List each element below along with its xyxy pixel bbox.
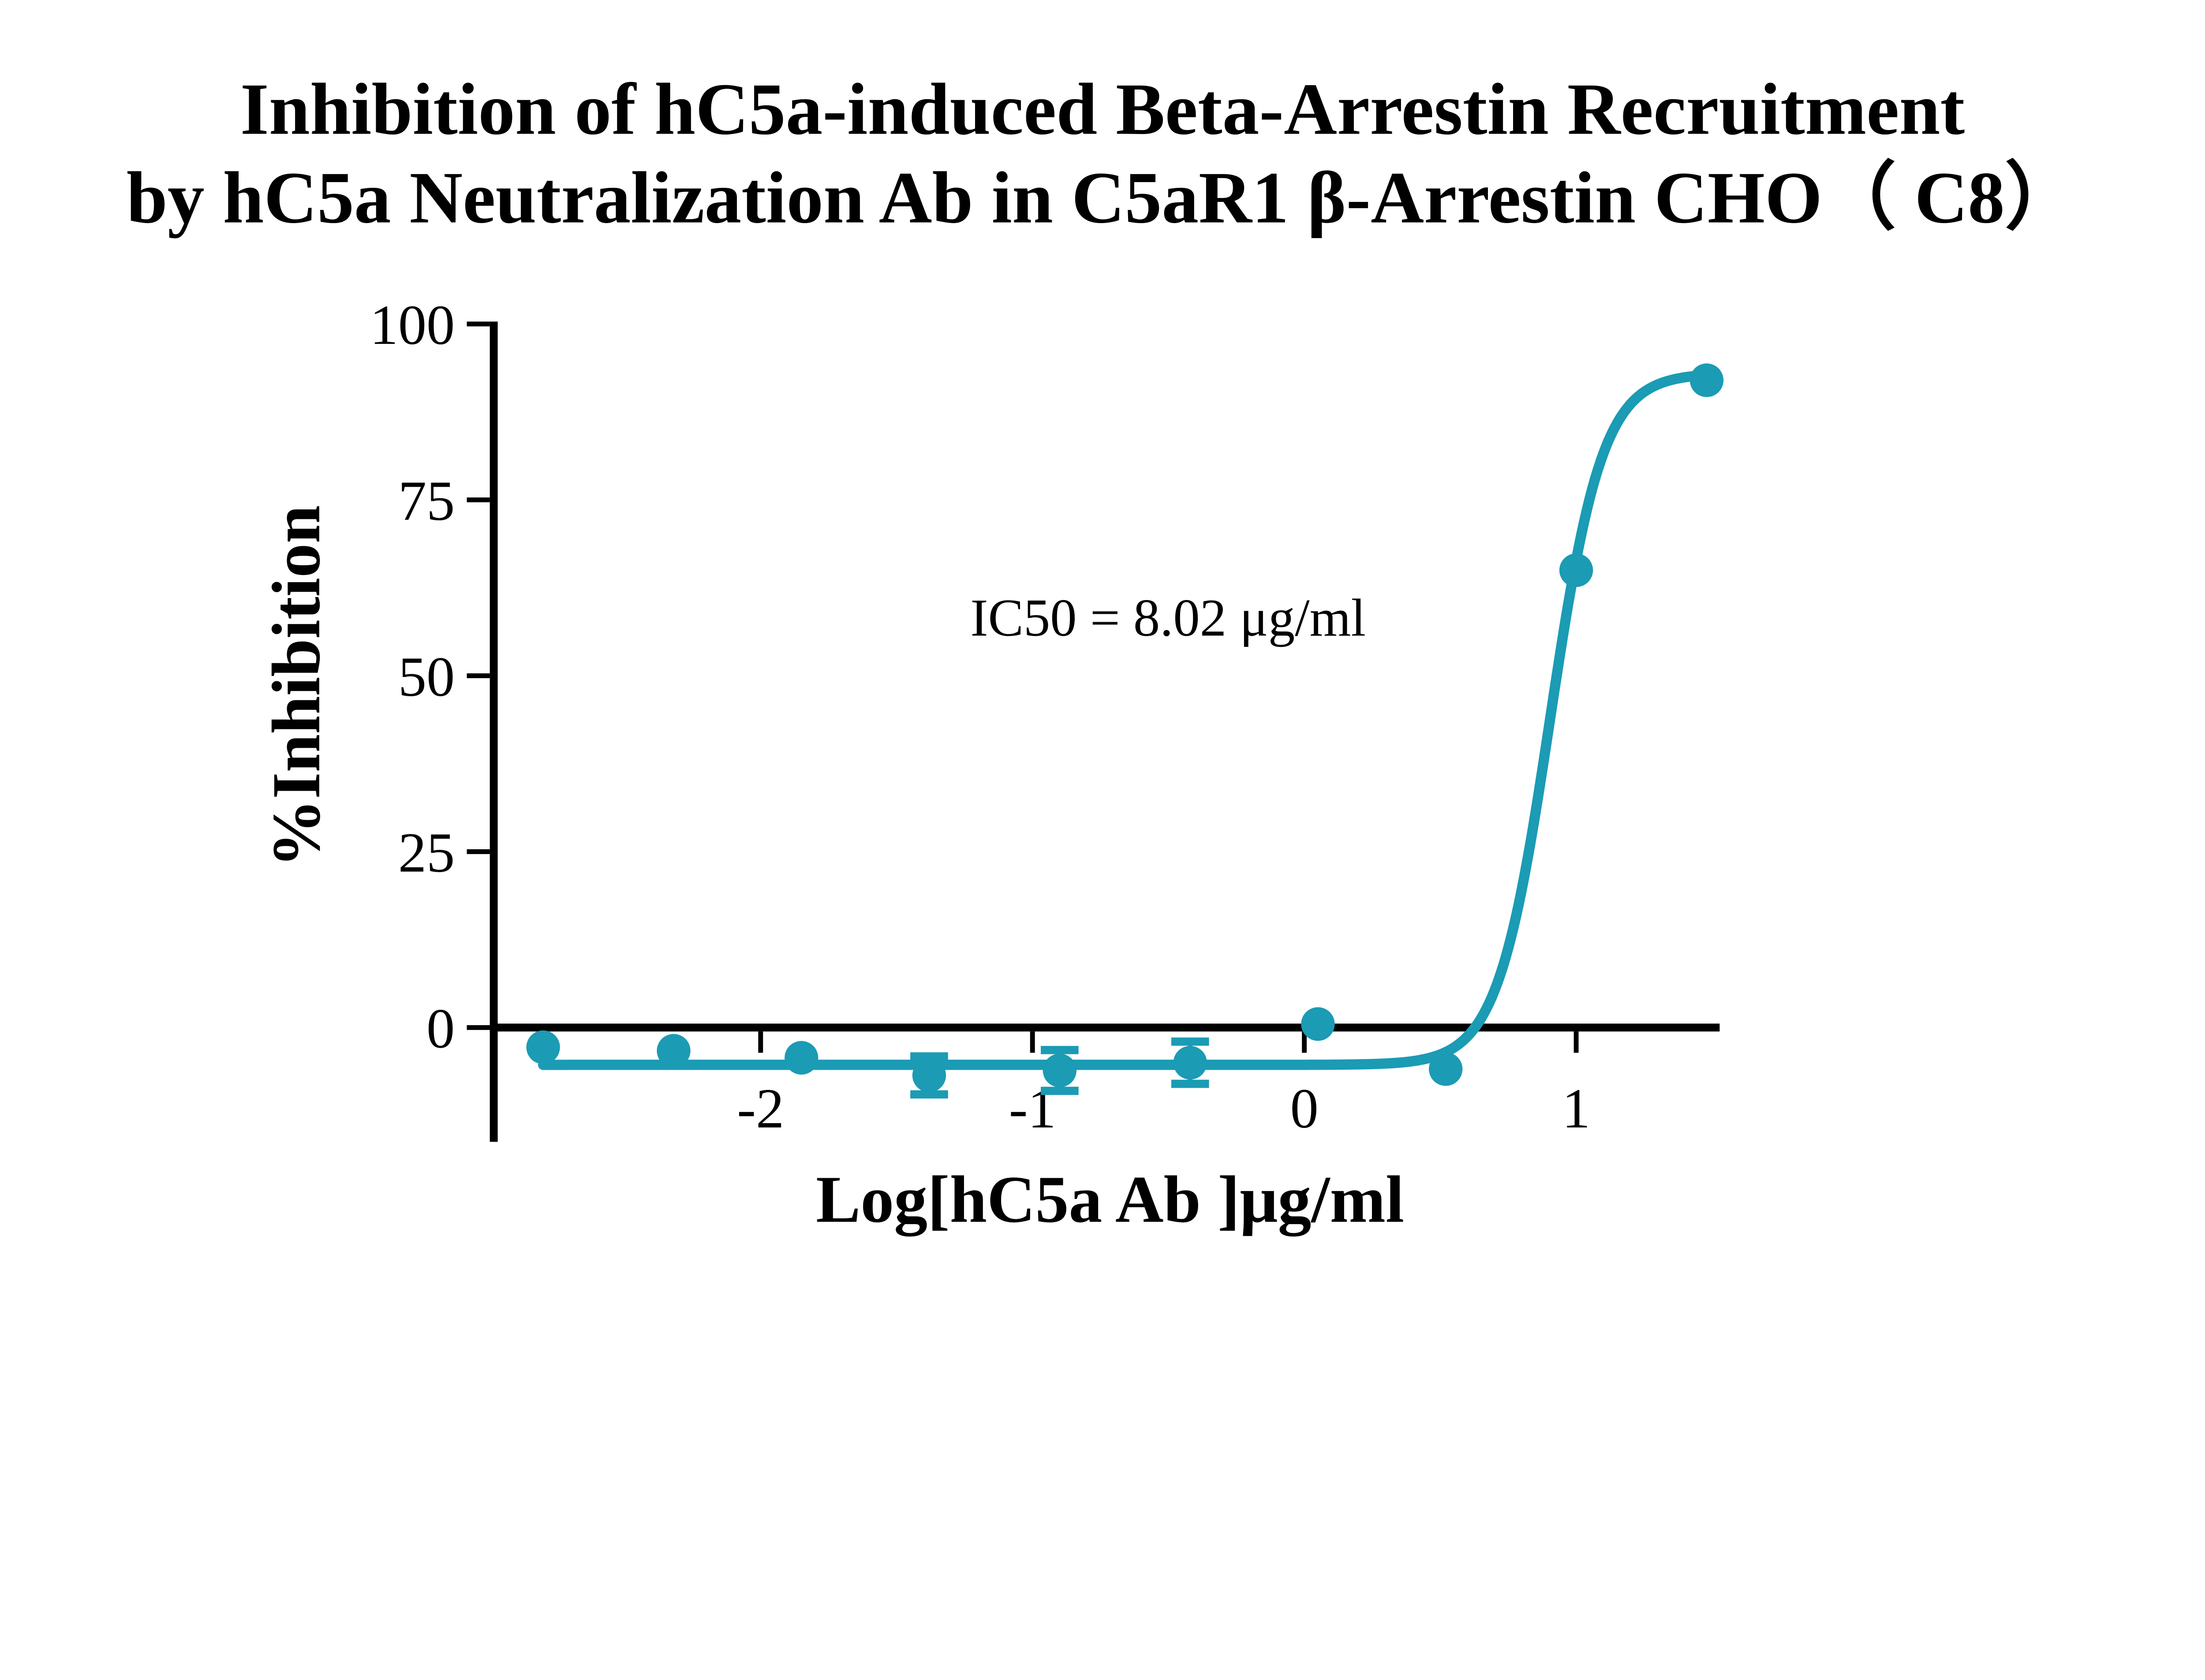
data-point bbox=[1173, 1045, 1207, 1080]
y-axis-label: %Inhibition bbox=[258, 505, 334, 868]
y-tick-mark bbox=[467, 673, 490, 678]
x-tick-mark bbox=[1573, 1031, 1579, 1053]
y-tick-label: 25 bbox=[398, 821, 455, 884]
chart-title-line1: Inhibition of hC5a-induced Beta-Arrestin… bbox=[240, 69, 1965, 150]
x-tick-label: -1 bbox=[1009, 1077, 1056, 1140]
x-tick-mark bbox=[1030, 1031, 1035, 1053]
y-tick-mark bbox=[467, 1025, 490, 1030]
data-point bbox=[1043, 1053, 1077, 1087]
y-tick-mark bbox=[467, 849, 490, 854]
x-tick-label: 0 bbox=[1290, 1077, 1319, 1140]
error-bar-cap-bottom bbox=[1171, 1079, 1209, 1088]
data-point bbox=[912, 1058, 946, 1092]
y-tick-label: 75 bbox=[398, 470, 455, 532]
y-axis-line bbox=[490, 321, 498, 1142]
y-tick-label: 100 bbox=[370, 294, 455, 356]
error-bar-cap-top bbox=[1171, 1037, 1209, 1046]
error-bar-cap-top bbox=[910, 1052, 948, 1061]
data-point bbox=[657, 1034, 691, 1068]
y-tick-label: 0 bbox=[426, 997, 455, 1060]
error-bar-cap-bottom bbox=[1041, 1086, 1079, 1095]
data-point bbox=[1429, 1052, 1463, 1086]
dose-response-chart: Inhibition of hC5a-induced Beta-Arrestin… bbox=[0, 0, 2205, 1307]
ic50-annotation: IC50 = 8.02 μg/ml bbox=[970, 588, 1366, 647]
chart-title-line2: by hC5a Neutralization Ab in C5aR1 β-Arr… bbox=[127, 157, 2078, 239]
error-bar-cap-top bbox=[1041, 1046, 1079, 1054]
data-point bbox=[1559, 553, 1593, 587]
error-bar-cap-bottom bbox=[910, 1090, 948, 1099]
x-tick-mark bbox=[758, 1031, 763, 1053]
y-tick-mark bbox=[467, 321, 490, 327]
data-point bbox=[785, 1041, 818, 1075]
x-axis-line bbox=[490, 1023, 1720, 1032]
axes-layer: 0 25 50 75 100 -2 -1 0 1 bbox=[370, 294, 1720, 1142]
x-tick-mark bbox=[1302, 1031, 1307, 1053]
x-tick-label: 1 bbox=[1562, 1077, 1590, 1140]
data-point bbox=[1689, 363, 1724, 397]
x-tick-label: -2 bbox=[737, 1077, 784, 1140]
data-point bbox=[1301, 1007, 1335, 1041]
plot-background bbox=[0, 0, 2205, 1307]
x-axis-label: Log[hC5a Ab ]μg/ml bbox=[816, 1162, 1404, 1237]
fit-curve bbox=[538, 371, 1698, 1070]
data-point bbox=[526, 1030, 560, 1064]
y-tick-label: 50 bbox=[398, 646, 455, 708]
data-series-layer bbox=[526, 363, 1724, 1099]
y-tick-mark bbox=[467, 497, 490, 503]
